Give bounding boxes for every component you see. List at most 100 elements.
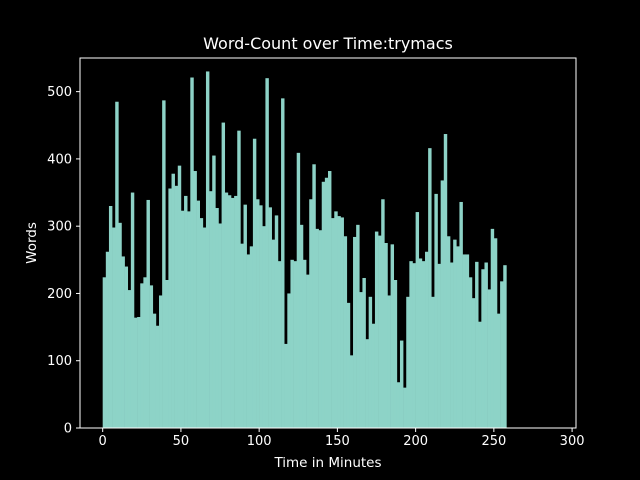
bar: [306, 274, 310, 428]
bar: [190, 77, 194, 428]
y-axis-ticks: 0 100 200 300 400 500: [47, 85, 80, 437]
y-tick-label: 300: [47, 220, 72, 235]
bar: [162, 100, 166, 428]
bar: [140, 283, 144, 428]
bar: [334, 211, 338, 428]
bar: [403, 387, 407, 428]
y-axis-label: Words: [24, 222, 40, 264]
bar: [302, 259, 307, 428]
bar: [368, 296, 373, 428]
bar: [356, 224, 360, 428]
bar: [277, 261, 282, 428]
bar: [133, 317, 138, 428]
bar: [215, 208, 219, 428]
x-tick-label: 300: [560, 434, 585, 449]
bar: [246, 254, 251, 428]
bar: [340, 217, 344, 428]
y-tick-label: 500: [47, 85, 72, 100]
bar: [503, 265, 507, 428]
bar: [465, 254, 470, 428]
y-tick-label: 100: [47, 354, 72, 369]
bar: [490, 228, 495, 428]
bar: [102, 277, 107, 428]
bar: [468, 277, 473, 428]
bar: [478, 321, 482, 428]
bar: [143, 277, 147, 428]
bar: [390, 244, 395, 428]
bar: [168, 188, 172, 428]
bar: [318, 230, 323, 428]
bar: [312, 164, 316, 429]
bar: [328, 171, 332, 428]
bar: [265, 78, 269, 429]
bar: [475, 261, 479, 428]
bar: [165, 280, 169, 428]
bar: [299, 224, 304, 428]
bar: [296, 152, 301, 428]
bars-group: [102, 71, 507, 429]
bar: [496, 313, 501, 428]
bar: [209, 191, 213, 428]
x-axis-label: Time in Minutes: [273, 455, 381, 471]
bar: [443, 134, 448, 428]
bar: [127, 290, 132, 428]
x-axis-ticks: 0 50 100 150 200 250 300: [99, 428, 585, 449]
bar: [484, 262, 488, 428]
y-tick-label: 400: [47, 152, 72, 167]
chart-title: Word-Count over Time:trymacs: [203, 34, 453, 53]
bar: [199, 218, 204, 428]
bar: [224, 192, 229, 428]
bar: [234, 195, 238, 428]
bar: [440, 180, 445, 428]
bar: [450, 262, 454, 428]
bar: [227, 195, 232, 428]
bar: [349, 355, 354, 428]
bar: [271, 239, 276, 428]
bar: [393, 280, 398, 428]
bar: [396, 382, 401, 428]
bar: [315, 228, 319, 428]
bar: [428, 148, 432, 428]
bar: [149, 285, 154, 428]
bar: [421, 261, 426, 428]
bar: [218, 223, 222, 428]
bar: [321, 181, 326, 428]
plot-frame: [79, 57, 577, 429]
bar: [268, 207, 272, 428]
bar: [274, 215, 279, 428]
bar: [431, 296, 435, 428]
bar: [381, 199, 385, 428]
bar: [137, 317, 141, 428]
bar: [362, 277, 366, 428]
bar: [453, 239, 457, 428]
bar: [406, 296, 410, 428]
bar: [384, 243, 388, 428]
bar: [281, 98, 285, 429]
bar: [205, 71, 210, 428]
bar: [346, 302, 351, 428]
bar: [493, 238, 498, 428]
bar: [418, 258, 423, 428]
bar: [187, 211, 191, 428]
bar: [180, 210, 185, 428]
bar: [343, 236, 348, 428]
x-tick-label: 50: [173, 434, 190, 449]
bar: [262, 226, 266, 428]
bar: [221, 122, 226, 428]
bar: [112, 227, 116, 428]
bar: [387, 295, 391, 428]
bar: [184, 195, 188, 428]
bar: [159, 295, 163, 428]
bar: [174, 185, 179, 428]
bar: [130, 192, 135, 428]
bar: [284, 343, 288, 428]
bar: [378, 235, 382, 428]
bar: [324, 177, 329, 428]
bar: [230, 197, 235, 428]
bar: [293, 261, 298, 428]
bar: [212, 155, 216, 429]
bar: [124, 266, 129, 428]
bar: [481, 269, 485, 428]
bar: [446, 236, 451, 428]
bar: [105, 251, 110, 428]
